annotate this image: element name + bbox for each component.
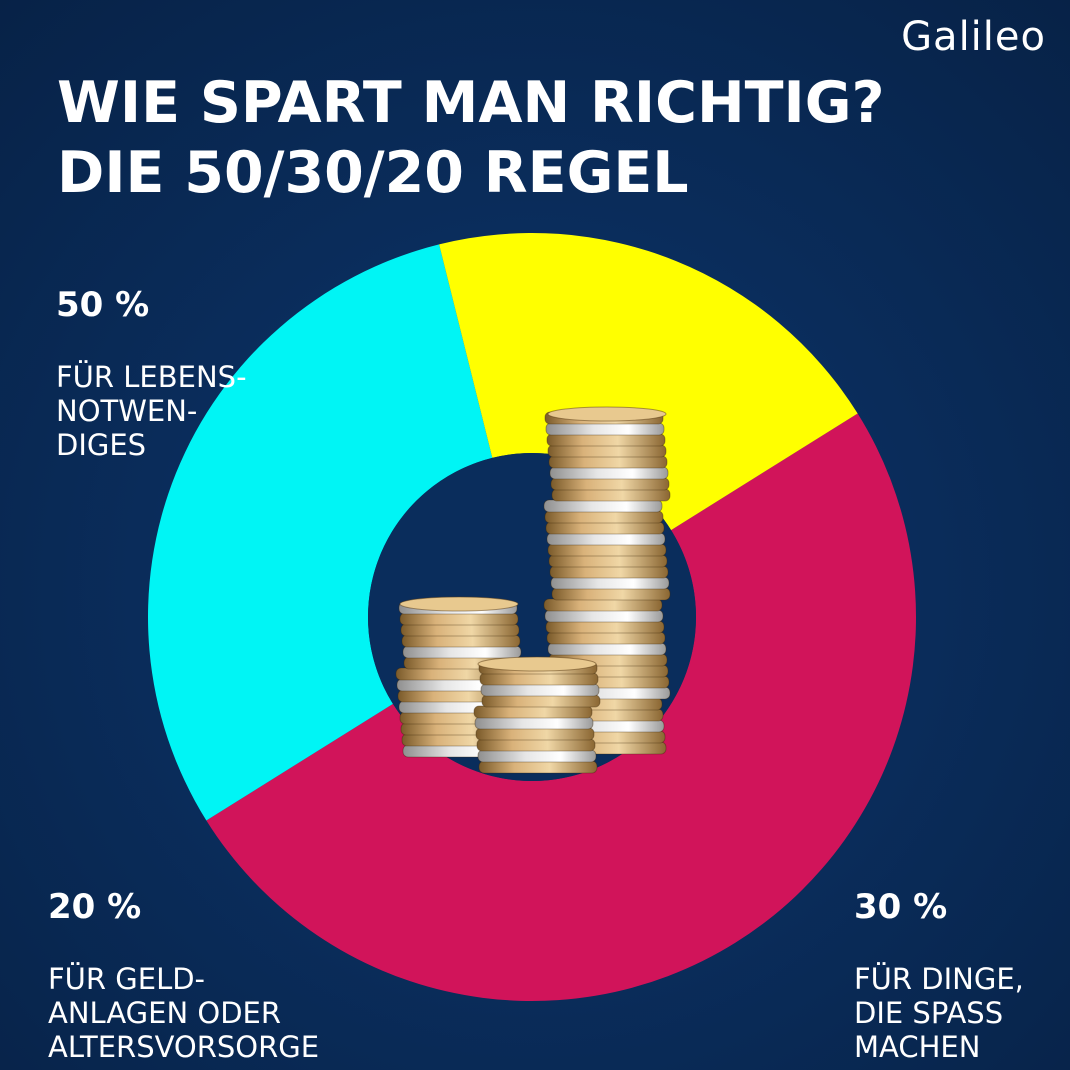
title-line-1: WIE SPART MAN RICHTIG? xyxy=(57,70,885,136)
donut-slice-20 xyxy=(439,233,858,531)
slice-pct-50: 50 % xyxy=(56,285,150,325)
title-line-2: DIE 50/30/20 REGEL xyxy=(57,140,689,206)
slice-pct-20: 20 % xyxy=(48,887,142,927)
slice-label-spass: 30 % FÜR DINGE, DIE SPASS MACHEN xyxy=(854,852,1024,1064)
slice-text-lebensnotwendiges: FÜR LEBENS- NOTWEN- DIGES xyxy=(56,360,247,462)
slice-text-altersvorsorge: FÜR GELD- ANLAGEN ODER ALTERSVORSORGE xyxy=(48,962,320,1064)
slice-label-lebensnotwendiges: 50 % FÜR LEBENS- NOTWEN- DIGES xyxy=(56,250,247,462)
slice-text-spass: FÜR DINGE, DIE SPASS MACHEN xyxy=(854,962,1024,1064)
donut-slice-30 xyxy=(148,244,493,821)
page-title: WIE SPART MAN RICHTIG? DIE 50/30/20 REGE… xyxy=(57,68,885,208)
slice-label-altersvorsorge: 20 % FÜR GELD- ANLAGEN ODER ALTERSVORSOR… xyxy=(48,852,319,1064)
slice-pct-30: 30 % xyxy=(854,887,948,927)
galileo-logo: Galileo xyxy=(901,14,1046,60)
donut-slice-50 xyxy=(206,413,916,1002)
